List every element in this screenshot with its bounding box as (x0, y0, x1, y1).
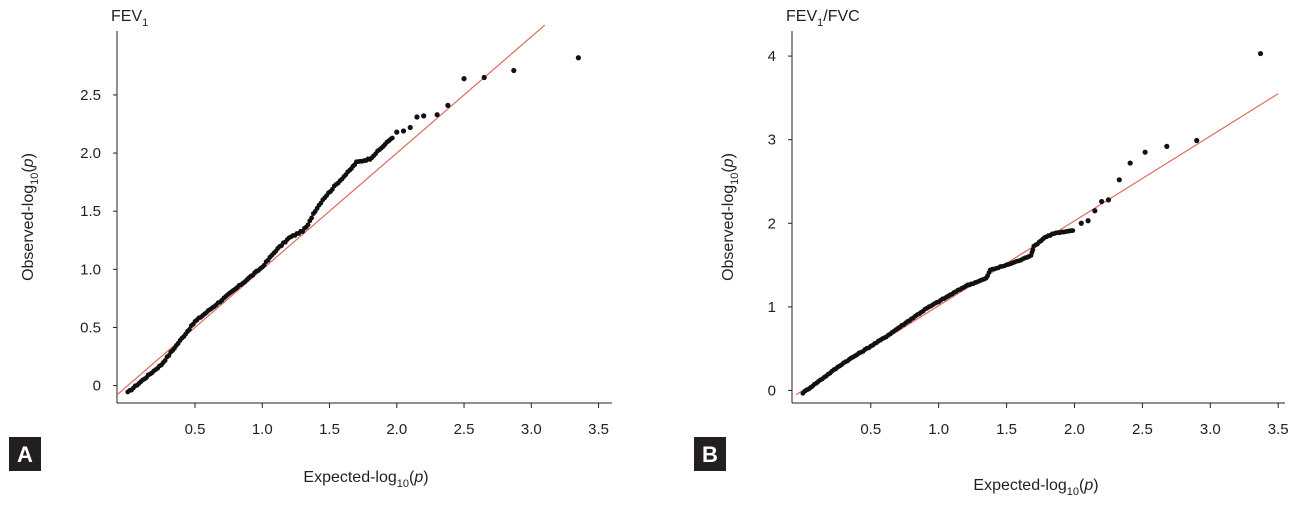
qq-point (1099, 198, 1105, 205)
qq-point (1257, 50, 1264, 57)
x-tick-label: 1.5 (319, 421, 340, 438)
y-tick-label: 2.5 (80, 87, 101, 104)
qq-point (187, 327, 192, 332)
x-tick-label: 1.0 (252, 421, 273, 438)
qq-point (1070, 228, 1076, 234)
panel-a-label: A (9, 437, 41, 471)
qq-point (407, 124, 413, 131)
y-tick-label: 0 (768, 382, 776, 399)
y-tick-label: 1 (768, 299, 776, 316)
x-tick-label: 2.0 (1064, 421, 1085, 438)
x-tick-label: 0.5 (860, 421, 881, 438)
qq-point (162, 358, 168, 363)
qq-point (1142, 149, 1148, 155)
qq-point (394, 129, 400, 135)
panel-a-label-text: A (17, 442, 33, 467)
panel-b-x-ticks: 0.5 1.0 1.5 2.0 2.5 3.0 3.5 (860, 403, 1289, 438)
panel-b: FEV1/FVC 0 1 2 3 4 0.5 1.0 1.5 2.0 2.5 3.0 3.5 Obs… (694, 8, 1289, 498)
qq-point (261, 262, 267, 268)
panel-b-x-axis-title: Expected-log10(p) (973, 477, 1098, 498)
y-tick-label: 1.0 (80, 261, 101, 278)
qq-point (445, 102, 451, 108)
qq-point (389, 135, 395, 141)
qq-point (575, 55, 581, 61)
x-tick-label: 2.0 (386, 421, 407, 438)
qq-point (1194, 137, 1200, 144)
panel-a-y-axis-title: Observed-log10(p) (20, 153, 41, 281)
x-tick-label: 3.5 (588, 421, 609, 438)
y-tick-label: 3 (768, 132, 776, 149)
qq-point (400, 128, 407, 134)
qq-point (421, 113, 427, 119)
panel-a-title: FEV1 (111, 8, 148, 29)
y-tick-label: 0.5 (80, 319, 101, 336)
x-tick-label: 3.5 (1268, 421, 1289, 438)
y-tick-label: 4 (768, 48, 776, 65)
qq-point (511, 67, 517, 74)
y-tick-label: 2 (768, 215, 776, 232)
panel-b-points (800, 50, 1264, 396)
panel-b-title: FEV1/FVC (786, 8, 860, 29)
panel-b-y-axis-title: Observed-log10(p) (720, 153, 741, 281)
qq-point (1116, 177, 1122, 183)
panel-a-x-ticks: 0.5 1.0 1.5 2.0 2.5 3.0 3.5 (185, 403, 609, 438)
qq-point (1030, 247, 1036, 253)
panel-a-label-box (9, 437, 41, 471)
x-tick-label: 2.5 (1132, 421, 1153, 438)
panel-b-label-text: B (702, 442, 718, 467)
qq-point (309, 215, 314, 221)
y-tick-label: 1.5 (80, 203, 101, 220)
qq-point (1105, 197, 1112, 203)
x-tick-label: 3.0 (521, 421, 542, 438)
x-tick-label: 0.5 (185, 421, 206, 438)
panel-a-x-axis-title: Expected-log10(p) (303, 469, 428, 490)
qq-point (305, 222, 311, 228)
qq-point (1092, 208, 1098, 214)
qq-point (414, 114, 420, 120)
y-tick-label: 2.0 (80, 145, 101, 162)
x-tick-label: 1.5 (996, 421, 1017, 438)
qq-point (1127, 160, 1133, 166)
panel-a-y-ticks: 0 0.5 1.0 1.5 2.0 2.5 (80, 87, 117, 395)
x-tick-label: 2.5 (454, 421, 475, 438)
panel-a-points (125, 55, 581, 395)
panel-b-label: B (694, 437, 726, 471)
qq-point (1078, 220, 1084, 226)
x-tick-label: 3.0 (1200, 421, 1221, 438)
x-tick-label: 1.0 (928, 421, 949, 438)
qq-point (1164, 143, 1170, 149)
qq-point (481, 74, 487, 81)
qq-point (461, 76, 467, 82)
qq-point (1085, 218, 1091, 224)
panel-a: FEV1 0 0.5 1.0 1.5 2.0 2.5 0.5 1.0 1.5 2.0 2.5 3.0… (9, 8, 612, 490)
y-tick-label: 0 (93, 378, 101, 395)
panel-b-y-ticks: 0 1 2 3 4 (768, 48, 792, 399)
qq-point (434, 112, 440, 118)
panel-b-label-box (694, 437, 726, 471)
